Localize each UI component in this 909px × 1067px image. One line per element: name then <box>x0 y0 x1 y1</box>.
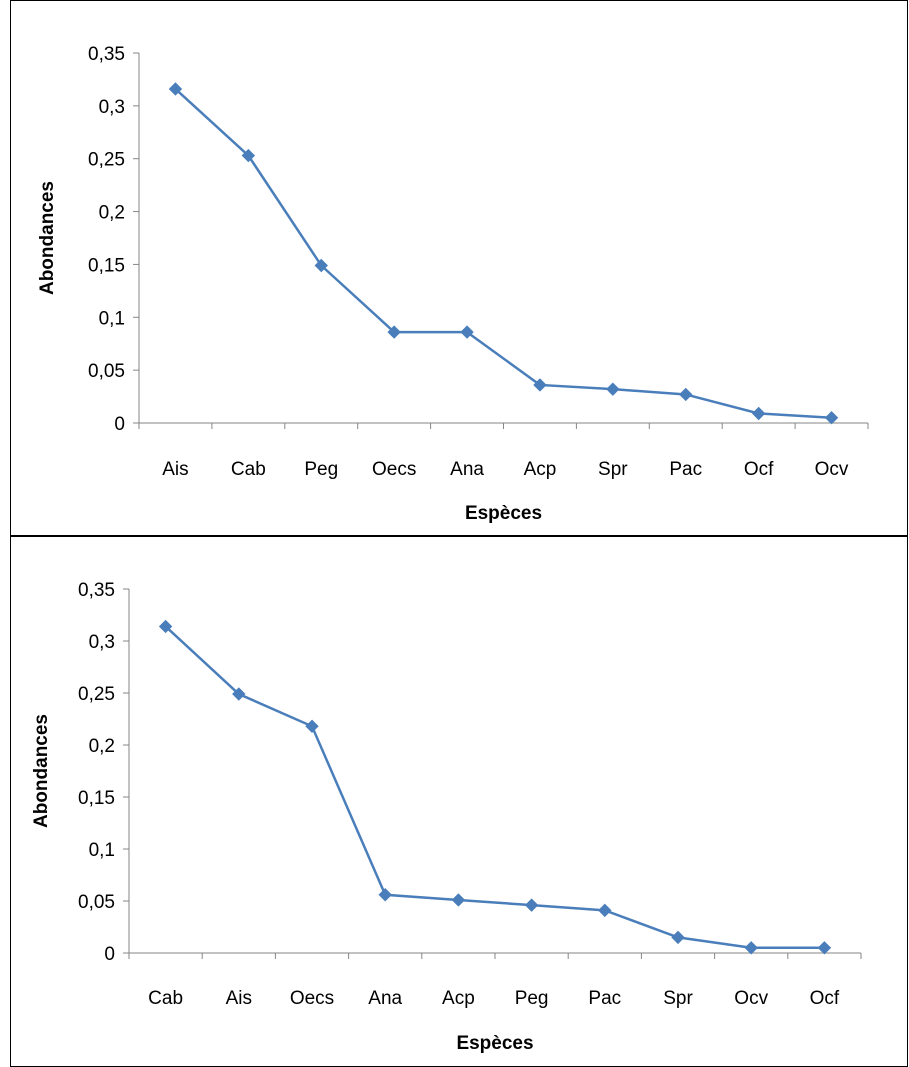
series-line <box>164 625 825 950</box>
y-tick-label: 0,3 <box>89 632 115 653</box>
data-point-marker <box>241 148 256 163</box>
x-tick-label: Spr <box>663 988 693 1009</box>
data-point-marker <box>168 82 183 96</box>
x-tick-label: Pac <box>588 988 621 1009</box>
y-tick-label: 0,05 <box>78 892 115 913</box>
data-point-marker <box>387 325 401 339</box>
x-tick-label: Ocf <box>810 988 840 1009</box>
y-tick-label: 0,15 <box>88 255 125 276</box>
x-tick-label: Acp <box>524 459 557 480</box>
y-tick-label: 0,2 <box>99 203 125 224</box>
data-point-marker <box>598 903 612 918</box>
x-tick-label: Oecs <box>290 988 334 1009</box>
chart-panel-top: 0 0,05 0,1 0,15 0,2 0,25 0,3 0,35 Ais Cab Peg Oecs A… <box>10 0 908 536</box>
y-tick-label: 0,1 <box>99 308 125 329</box>
data-point-marker <box>460 325 474 339</box>
x-tick-label: Ais <box>162 459 188 480</box>
y-tick-label: 0,05 <box>88 361 125 382</box>
y-tick-label: 0,25 <box>88 150 125 171</box>
data-point-marker <box>314 258 328 273</box>
line-chart-bottom: 0 0,05 0,1 0,15 0,2 0,25 0,3 0,35 Cab Ais Oecs Ana A… <box>31 580 862 1054</box>
x-tick-label: Spr <box>598 459 628 480</box>
y-axis-title: Abondances <box>31 714 52 828</box>
y-tick-label: 0,15 <box>78 788 115 809</box>
x-tick-label: Ais <box>226 988 252 1009</box>
x-tick-label: Ocf <box>744 459 774 480</box>
y-tick-label: 0,35 <box>88 44 125 65</box>
x-tick-label: Cab <box>148 988 183 1009</box>
x-tick-label: Peg <box>515 988 549 1009</box>
y-tick-label: 0,2 <box>89 736 115 757</box>
chart-panel-bottom: 0 0,05 0,1 0,15 0,2 0,25 0,3 0,35 Cab Ais Oecs Ana A… <box>10 536 908 1067</box>
x-tick-label: Ana <box>450 459 484 480</box>
x-tick-label: Peg <box>304 459 338 480</box>
data-point-marker <box>824 411 839 425</box>
x-tick-label: Oecs <box>372 459 416 480</box>
data-point-marker <box>305 719 319 733</box>
data-point-marker <box>679 387 693 402</box>
data-point-marker <box>533 378 547 392</box>
x-tick-label: Ocv <box>815 459 849 480</box>
x-axis-title: Espèces <box>456 1033 533 1054</box>
data-point-marker <box>606 382 620 396</box>
y-tick-label: 0 <box>114 414 125 435</box>
x-tick-label: Ocv <box>734 988 768 1009</box>
y-tick-label: 0,3 <box>99 97 125 118</box>
data-point-marker <box>671 930 685 945</box>
x-tick-label: Acp <box>442 988 475 1009</box>
x-tick-label: Cab <box>231 459 266 480</box>
series-line <box>174 88 832 419</box>
data-point-marker <box>524 898 539 912</box>
x-tick-label: Pac <box>669 459 702 480</box>
data-point-marker <box>158 619 173 634</box>
data-point-marker <box>751 406 766 421</box>
y-axis-title: Abondances <box>37 181 58 295</box>
y-tick-label: 0 <box>104 944 115 965</box>
data-point-marker <box>817 941 832 955</box>
data-point-marker <box>744 941 758 955</box>
y-tick-label: 0,35 <box>78 580 115 601</box>
line-chart-top: 0 0,05 0,1 0,15 0,2 0,25 0,3 0,35 Ais Cab Peg Oecs A… <box>37 44 869 524</box>
data-point-marker <box>451 893 466 907</box>
data-point-marker <box>378 888 392 902</box>
y-tick-label: 0,25 <box>78 684 115 705</box>
x-axis-title: Espèces <box>465 503 542 524</box>
x-tick-label: Ana <box>368 988 402 1009</box>
data-point-marker <box>232 687 246 701</box>
y-tick-label: 0,1 <box>89 840 115 861</box>
